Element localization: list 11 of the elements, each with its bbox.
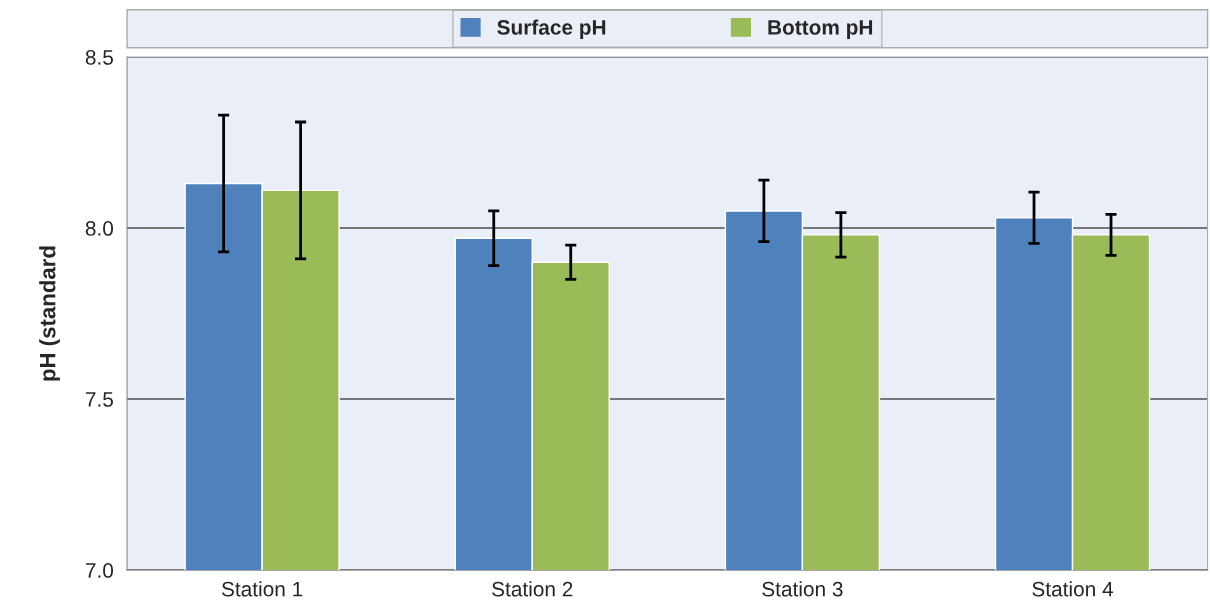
y-tick-label: 8.0 bbox=[85, 221, 114, 236]
legend-label: Surface pH bbox=[497, 19, 606, 39]
y-tick-label: 7.0 bbox=[85, 563, 114, 578]
x-tick-label: Station 3 bbox=[762, 581, 843, 597]
legend-label: Bottom pH bbox=[768, 20, 873, 39]
x-tick-label: Station 1 bbox=[221, 581, 303, 597]
x-tick-label: Station 2 bbox=[492, 581, 573, 597]
x-tick-label: Station 4 bbox=[1032, 581, 1114, 597]
y-tick-label: 7.5 bbox=[85, 392, 113, 407]
y-tick-label: 8.5 bbox=[85, 50, 113, 65]
y-axis-title: pH (standard bbox=[39, 246, 60, 381]
